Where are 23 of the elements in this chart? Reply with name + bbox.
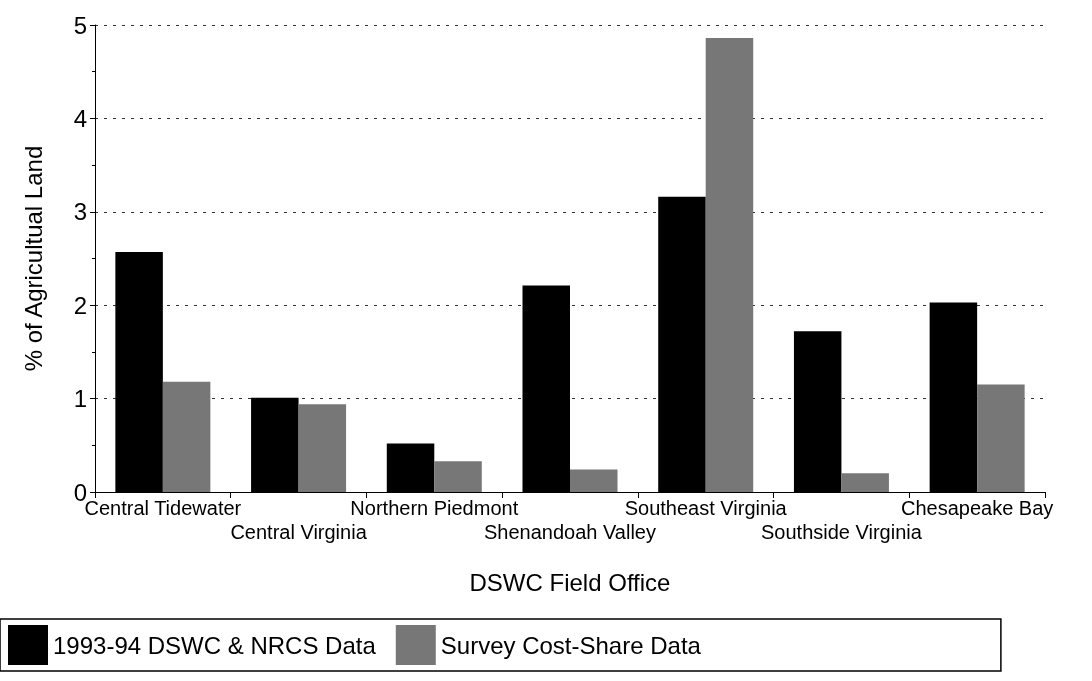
x-tick-label: Southside Virginia (761, 521, 923, 543)
x-tick-label: Chesapeake Bay (900, 497, 1054, 519)
bar (570, 469, 618, 492)
y-axis-title: % of Agricultual Land (19, 145, 47, 372)
y-tick-label: 2 (73, 291, 87, 319)
legend-label: Survey Cost-Share Data (440, 631, 702, 659)
x-tick-label: Northern Piedmont (350, 497, 519, 519)
y-tick-label: 4 (73, 104, 87, 132)
bar (841, 473, 889, 492)
bar (434, 461, 482, 492)
bar (162, 381, 211, 492)
y-tick-label: 3 (73, 198, 87, 226)
x-tick-label: Shenandoah Valley (484, 521, 656, 543)
legend-label: 1993-94 DSWC & NRCS Data (53, 631, 377, 659)
x-tick-label: Central Virginia (230, 521, 368, 543)
y-tick-label: 5 (73, 11, 87, 39)
x-tick-label: Southeast Virginia (624, 497, 788, 519)
bar (298, 404, 347, 492)
y-tick-label: 1 (73, 385, 87, 413)
x-axis-title: DSWC Field Office (469, 568, 671, 596)
y-tick-label: 0 (73, 478, 87, 506)
bar (705, 38, 754, 492)
bar (977, 384, 1025, 492)
